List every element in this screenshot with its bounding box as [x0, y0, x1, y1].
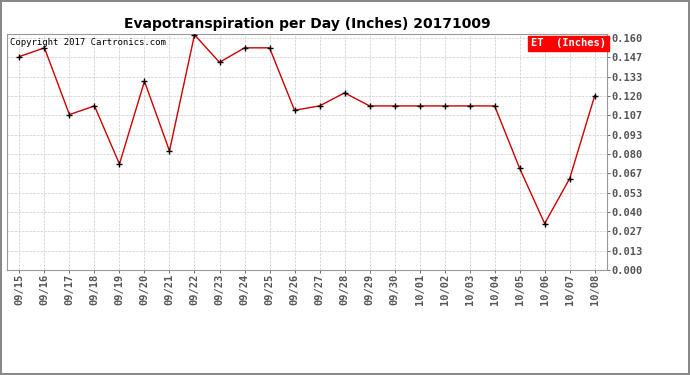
Text: Copyright 2017 Cartronics.com: Copyright 2017 Cartronics.com — [10, 39, 166, 48]
Text: ET  (Inches): ET (Inches) — [531, 39, 606, 48]
Title: Evapotranspiration per Day (Inches) 20171009: Evapotranspiration per Day (Inches) 2017… — [124, 17, 491, 31]
